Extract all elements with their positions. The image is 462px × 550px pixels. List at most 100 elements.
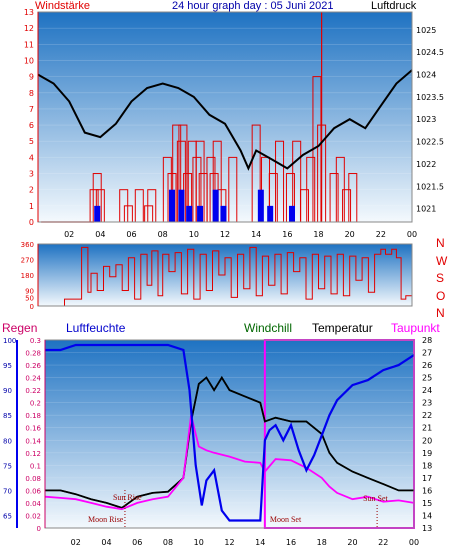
wind-avg-bar — [220, 205, 227, 222]
rain-tick: 0.24 — [25, 375, 41, 383]
temp-tick: 22 — [422, 411, 432, 420]
rain-tick: 0.26 — [25, 362, 41, 370]
wind-avg-bar — [94, 205, 101, 222]
y-left-tick: 90 — [25, 288, 34, 296]
y-right-tick: 1023.5 — [416, 93, 444, 102]
y-right-tick: 1022.5 — [416, 138, 444, 147]
rain-tick: 0.02 — [25, 512, 41, 520]
y-left-tick: 12 — [24, 24, 34, 33]
pressure-line — [37, 69, 413, 171]
rain-tick: 0.16 — [25, 425, 41, 433]
y-left-tick: 2 — [29, 186, 34, 195]
rain-tick: 0.06 — [25, 487, 41, 495]
windchill-label: Windchill — [244, 321, 293, 335]
temp-tick: 26 — [422, 361, 432, 370]
wind-avg-bar — [212, 189, 219, 222]
moon-set-label: Moon Set — [270, 515, 302, 524]
wind-axis-title: Windstärke — [35, 0, 91, 12]
pressure-axis-title: Luftdruck — [371, 0, 417, 12]
humidity-tick: 90 — [3, 387, 12, 395]
rain-tick: 0 — [37, 525, 41, 533]
y-right-tick: 1024.5 — [416, 48, 444, 57]
x-tick: 16 — [286, 538, 296, 547]
direction-letter: O — [436, 288, 446, 303]
x-tick: 06 — [132, 538, 142, 547]
temperature-line — [45, 375, 414, 509]
rain-tick: 0.1 — [30, 462, 41, 470]
y-left-tick: 6 — [29, 121, 34, 130]
temp-tick: 28 — [422, 336, 432, 345]
y-right-tick: 1024 — [416, 71, 436, 80]
x-tick: 12 — [224, 538, 234, 547]
temp-tick: 15 — [422, 499, 432, 508]
rain-tick: 0.2 — [30, 400, 41, 408]
moon-rise-label: Moon Rise — [88, 515, 124, 524]
y-right-tick: 1023 — [416, 115, 436, 124]
x-tick: 00 — [409, 538, 419, 547]
y-left-tick: 180 — [21, 272, 34, 280]
temp-tick: 23 — [422, 399, 432, 408]
direction-letter: N — [436, 236, 445, 250]
humidity-tick: 80 — [3, 437, 12, 445]
x-tick: 14 — [251, 230, 261, 239]
dewpoint-line — [44, 414, 415, 511]
direction-letter: N — [436, 306, 445, 320]
dewpoint-label: Taupunkt — [391, 321, 440, 335]
humidity-tick: 70 — [3, 487, 12, 495]
temp-tick: 13 — [422, 524, 432, 533]
y-left-tick: 270 — [21, 257, 34, 265]
humidity-tick: 100 — [3, 337, 16, 345]
y-right-tick: 1022 — [416, 160, 436, 169]
direction-letter: W — [436, 253, 448, 268]
temp-tick: 24 — [422, 386, 432, 395]
wind-avg-bar — [257, 189, 264, 222]
x-tick: 18 — [317, 538, 327, 547]
x-tick: 12 — [220, 230, 230, 239]
temp-tick: 17 — [422, 474, 432, 483]
temp-tick: 20 — [422, 436, 432, 445]
x-tick: 00 — [407, 230, 417, 239]
humidity-tick: 65 — [3, 512, 12, 520]
x-tick: 02 — [64, 230, 74, 239]
rain-tick: 0.08 — [25, 475, 41, 483]
temp-tick: 21 — [422, 424, 432, 433]
temp-tick: 14 — [422, 511, 432, 520]
wind-pressure-panel: 01234567891011121310211021.510221022.510… — [24, 8, 444, 239]
wind-avg-bar — [169, 189, 176, 222]
temp-tick: 16 — [422, 486, 432, 495]
y-left-tick: 4 — [29, 153, 34, 162]
rain-tick: 0.14 — [25, 437, 41, 445]
y-left-tick: 360 — [21, 241, 34, 249]
x-tick: 16 — [282, 230, 292, 239]
temp-tick: 18 — [422, 461, 432, 470]
x-tick: 22 — [376, 230, 386, 239]
rain-tick: 0.3 — [30, 337, 41, 345]
temperature-label: Temperatur — [312, 321, 373, 335]
x-tick: 08 — [163, 538, 173, 547]
y-left-tick: 1 — [29, 202, 34, 211]
sun-set-label: Sun Set — [363, 494, 388, 503]
humidity-label: Luftfeuchte — [66, 321, 126, 335]
plot-background — [45, 340, 414, 528]
x-tick: 04 — [101, 538, 111, 547]
y-left-tick: 0 — [30, 303, 34, 311]
temp-tick: 27 — [422, 349, 432, 358]
rain-tick: 0.28 — [25, 350, 41, 358]
y-left-tick: 3 — [29, 170, 34, 179]
y-left-tick: 5 — [29, 137, 34, 146]
y-left-tick: 10 — [24, 56, 34, 65]
rain-tick: 0.12 — [25, 450, 41, 458]
x-tick: 10 — [189, 230, 199, 239]
rain-tick: 0.22 — [25, 387, 41, 395]
y-left-tick: 13 — [24, 8, 34, 17]
temp-tick: 19 — [422, 449, 432, 458]
chart-title: 24 hour graph day : 05 Juni 2021 — [172, 0, 334, 12]
x-tick: 06 — [126, 230, 136, 239]
x-tick: 22 — [378, 538, 388, 547]
wind-avg-bar — [186, 205, 193, 222]
humidity-tick: 95 — [3, 362, 12, 370]
plot-background — [38, 12, 412, 222]
y-left-tick: 50 — [25, 294, 34, 302]
direction-line — [38, 246, 413, 307]
